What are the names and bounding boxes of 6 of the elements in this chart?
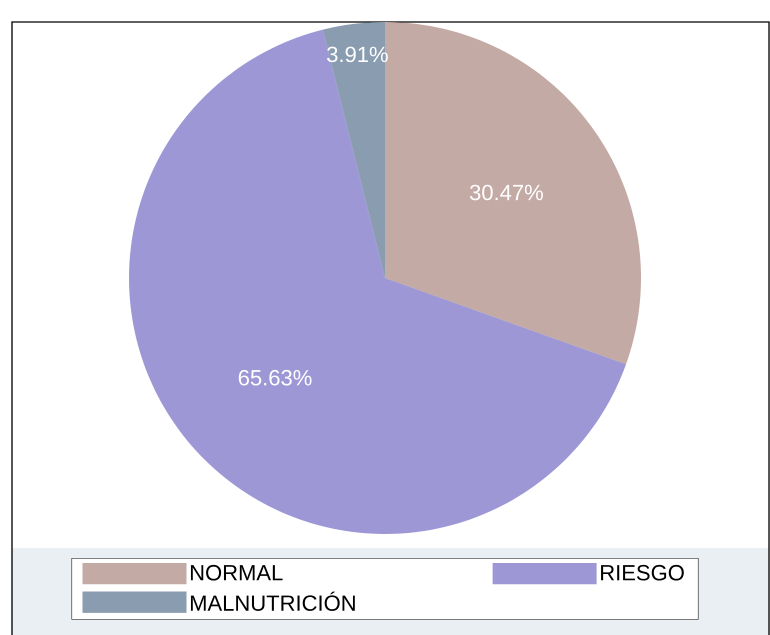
data-label: 3.91% — [327, 46, 388, 62]
legend-label: MALNUTRICIÓN — [190, 592, 355, 611]
data-label: 30.47% — [470, 184, 543, 200]
data-label: 65.63% — [238, 370, 312, 386]
legend-label: NORMAL — [190, 564, 283, 581]
legend-label: RIESGO — [601, 564, 684, 581]
